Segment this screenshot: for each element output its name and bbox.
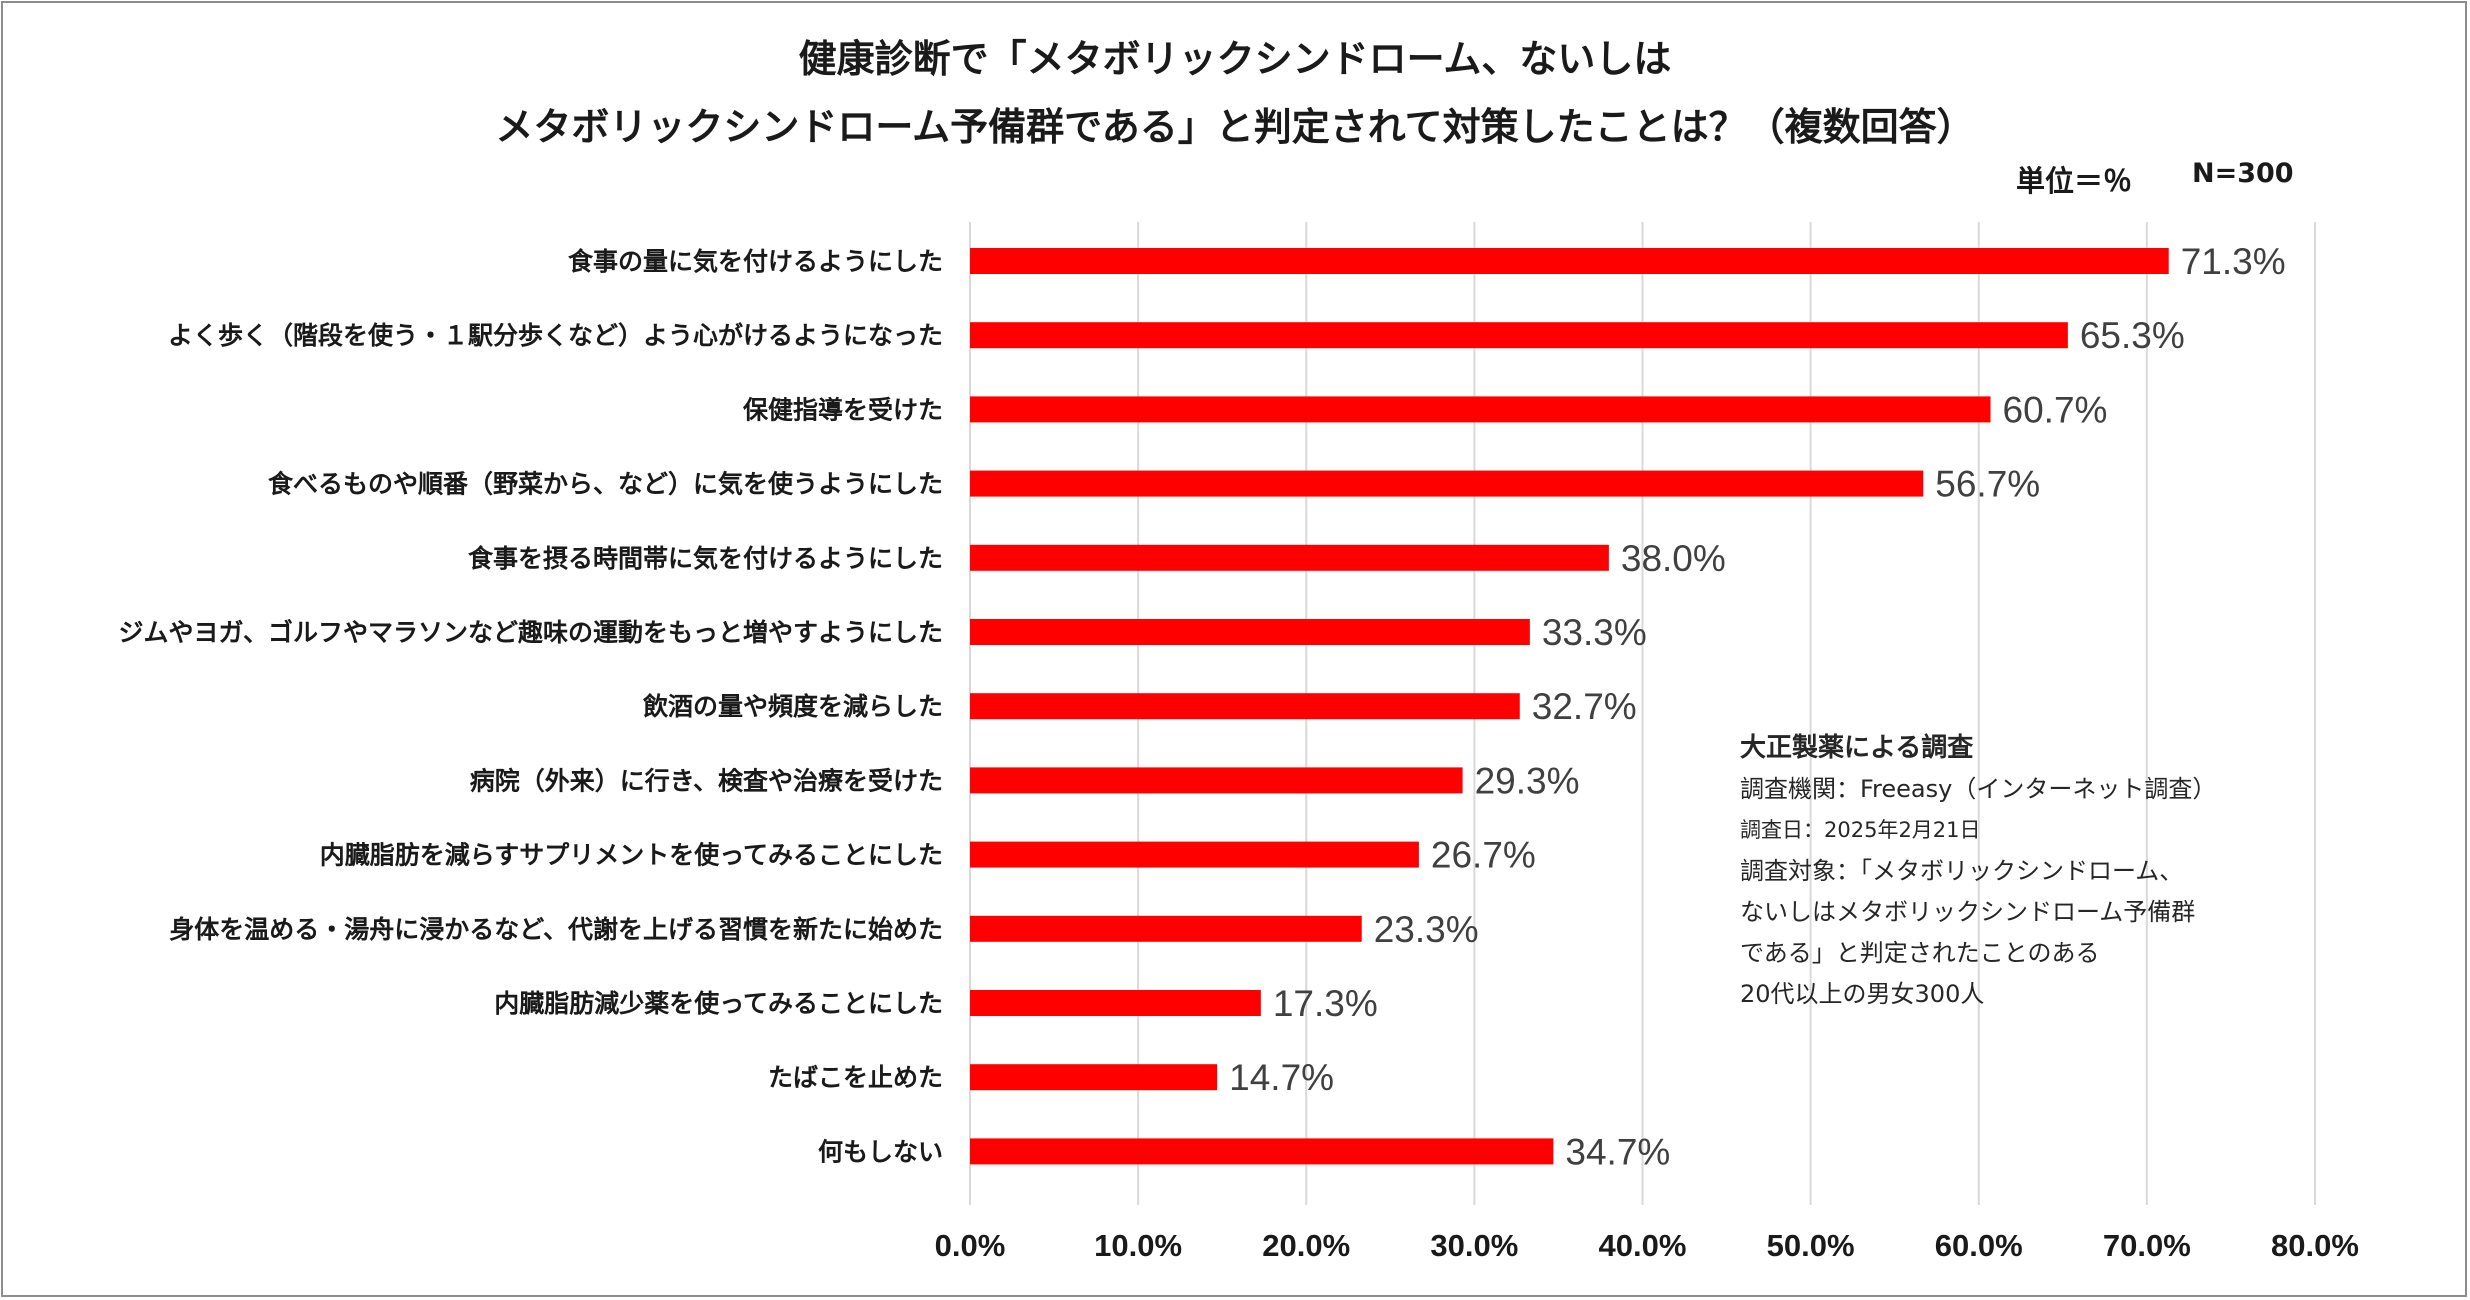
x-tick-label: 80.0%	[2271, 1228, 2359, 1263]
x-tick-label: 50.0%	[1767, 1228, 1855, 1263]
survey-note-line: 調査機関：Freeasy（インターネット調査）	[1740, 775, 2217, 803]
survey-note-heading: 大正製薬による調査	[1740, 733, 1974, 763]
sample-size-label: N=300	[2192, 158, 2294, 189]
survey-note-line: である」と判定されたことのある	[1740, 939, 2100, 967]
survey-note-line: 調査日：2025年2月21日	[1740, 818, 1981, 842]
bar	[970, 396, 1991, 423]
category-label: 身体を温める・湯舟に浸かるなど、代謝を上げる習慣を新たに始めた	[169, 915, 943, 944]
value-label: 29.3%	[1475, 760, 1580, 801]
category-label: 食事を摂る時間帯に気を付けるようにした	[468, 544, 943, 573]
category-label: 内臓脂肪を減らすサプリメントを使ってみることにした	[320, 841, 943, 870]
bar	[970, 248, 2169, 274]
bar	[970, 915, 1362, 942]
survey-note-line: 調査対象：「メタボリックシンドローム、	[1740, 857, 2184, 885]
category-label: 食事の量に気を付けるようにした	[568, 247, 943, 276]
value-label: 17.3%	[1273, 983, 1378, 1024]
category-label: 何もしない	[818, 1137, 943, 1166]
x-tick-label: 70.0%	[2103, 1228, 2191, 1263]
value-label: 23.3%	[1374, 909, 1479, 950]
category-label: ジムやヨガ、ゴルフやマラソンなど趣味の運動をもっと増やすようにした	[118, 618, 943, 647]
value-label: 32.7%	[1532, 686, 1637, 727]
category-label: 病院（外来）に行き、検査や治療を受けた	[470, 766, 943, 795]
chart-title-line-2: メタボリックシンドローム予備群である」と判定されて対策したことは？（複数回答）	[495, 105, 1975, 149]
value-label: 34.7%	[1565, 1131, 1670, 1172]
bar	[970, 619, 1530, 645]
x-tick-label: 30.0%	[1430, 1228, 1518, 1263]
x-tick-label: 10.0%	[1094, 1228, 1182, 1263]
category-label: たばこを止めた	[768, 1063, 943, 1092]
bar	[970, 767, 1463, 794]
value-label: 56.7%	[1935, 464, 2040, 505]
bar	[970, 470, 1924, 497]
survey-note-line: 20代以上の男女300人	[1740, 980, 1985, 1008]
bar	[970, 1138, 1554, 1165]
bar	[970, 544, 1609, 571]
value-label: 14.7%	[1229, 1057, 1334, 1098]
bar	[970, 1064, 1218, 1091]
category-label: 内臓脂肪減少薬を使ってみることにした	[494, 989, 943, 1018]
value-label: 71.3%	[2181, 241, 2286, 282]
x-tick-label: 20.0%	[1262, 1228, 1350, 1263]
chart-title-line-1: 健康診断で「メタボリックシンドローム、ないしは	[798, 37, 1672, 81]
bar	[970, 693, 1520, 720]
category-label: 保健指導を受けた	[742, 395, 943, 424]
category-label: よく歩く（階段を使う・１駅分歩くなど）よう心がけるようになった	[168, 321, 943, 350]
category-label: 飲酒の量や頻度を減らした	[642, 692, 943, 721]
bar	[970, 841, 1419, 868]
survey-note: 大正製薬による調査 調査機関：Freeasy（インターネット調査） 調査日：20…	[1740, 728, 2216, 1015]
value-label: 65.3%	[2080, 315, 2185, 356]
value-label: 38.0%	[1621, 538, 1726, 579]
category-label: 食べるものや順番（野菜から、など）に気を使うようにした	[268, 470, 943, 499]
value-label: 26.7%	[1431, 835, 1536, 876]
x-tick-label: 60.0%	[1935, 1228, 2023, 1263]
x-tick-label: 40.0%	[1599, 1228, 1687, 1263]
unit-label: 単位＝％	[2016, 164, 2133, 198]
x-tick-label: 0.0%	[935, 1228, 1006, 1263]
value-label: 60.7%	[2003, 389, 2108, 430]
survey-note-line: ないしはメタボリックシンドローム予備群	[1740, 898, 2196, 926]
bar	[970, 322, 2068, 349]
value-label: 33.3%	[1542, 612, 1647, 653]
bar	[970, 990, 1261, 1016]
